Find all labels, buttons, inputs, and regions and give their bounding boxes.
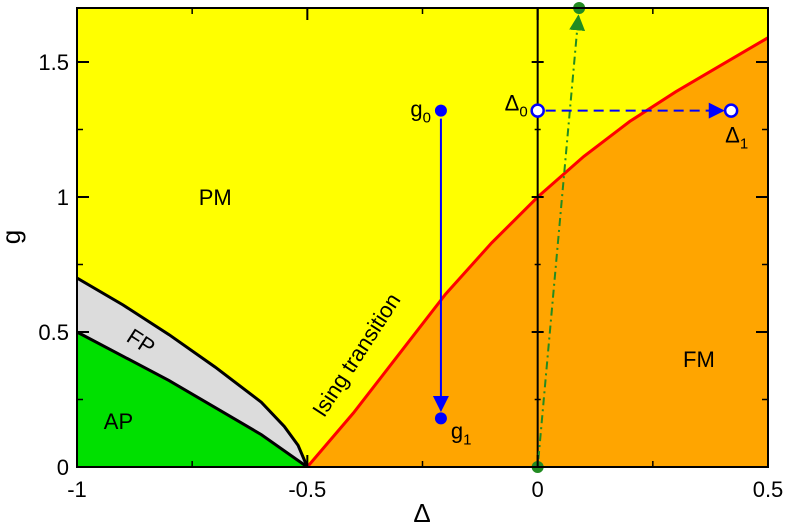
green-flow-arrow xyxy=(537,14,586,460)
fp-lower-boundary-line xyxy=(77,330,309,467)
y-tick-label: 0.5 xyxy=(38,320,69,345)
fp-phase-region xyxy=(77,278,308,467)
g1-point xyxy=(434,412,447,425)
delta1-label: Δ1 xyxy=(725,123,748,153)
axis-ticks: -1 -0.5 0 0.5 0 0.5 1 1.5 xyxy=(38,8,783,502)
ap-phase-region xyxy=(77,332,308,467)
g1-label: g1 xyxy=(451,418,472,448)
x-tick-label: -0.5 xyxy=(288,477,326,502)
g0-point xyxy=(434,104,447,117)
g0-label: g0 xyxy=(410,97,431,127)
y-tick-label: 1 xyxy=(57,185,69,210)
y-axis-title: g xyxy=(0,230,26,244)
delta1-point xyxy=(723,103,739,118)
delta0-label: Δ0 xyxy=(505,91,528,121)
x-axis-title: Δ xyxy=(413,498,430,525)
y-tick-label: 0 xyxy=(57,455,69,480)
fm-region-label: FM xyxy=(683,347,715,372)
ap-region-label: AP xyxy=(104,409,133,434)
x-tick-label: 0.5 xyxy=(753,477,784,502)
y-tick-label: 1.5 xyxy=(38,50,69,75)
x-tick-label: 0 xyxy=(532,477,544,502)
fp-upper-boundary-line xyxy=(77,276,309,467)
pm-region-label: PM xyxy=(199,185,232,210)
x-tick-label: -1 xyxy=(67,477,87,502)
delta0-point xyxy=(530,103,545,118)
